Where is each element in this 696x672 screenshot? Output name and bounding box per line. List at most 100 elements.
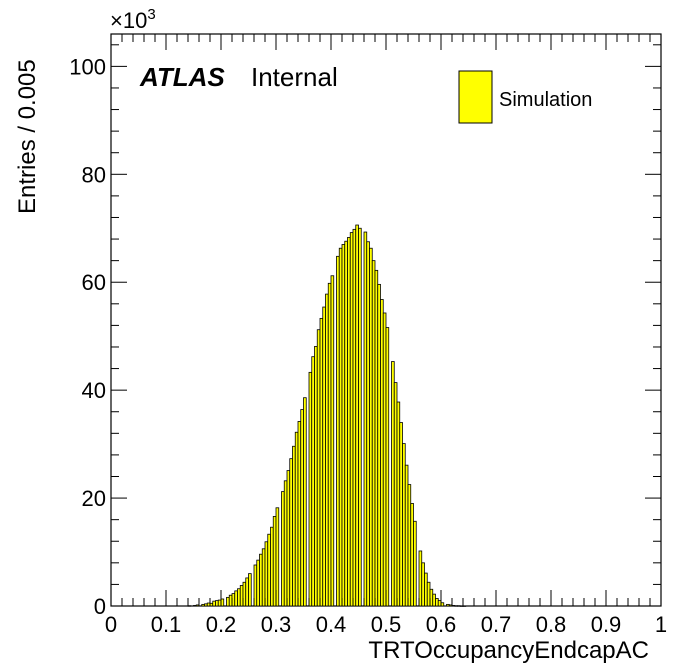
x-tick-label: 0.6 [426, 612, 457, 637]
x-tick-label: 0.9 [591, 612, 622, 637]
histogram-bar [325, 293, 329, 607]
histogram-bar [297, 421, 302, 607]
histogram-bar [446, 603, 450, 607]
histogram-bar [396, 401, 401, 607]
atlas-label: ATLAS [139, 62, 225, 92]
histogram-bar [204, 603, 208, 607]
histogram-bar [259, 553, 263, 607]
histogram-bar [435, 598, 439, 607]
histogram-bar [245, 577, 249, 607]
histogram-bar [391, 361, 395, 607]
x-tick-label: 0.5 [371, 612, 402, 637]
histogram-bar [215, 600, 219, 607]
histogram-bar [256, 559, 260, 607]
x-tick-label: 0.3 [261, 612, 292, 637]
histogram-bar [322, 306, 326, 607]
y-tick-label: 40 [82, 378, 106, 403]
histogram-bar [201, 603, 205, 607]
histogram-bar [349, 232, 354, 607]
y-tick-label: 80 [82, 162, 106, 187]
histogram-bar [385, 327, 390, 607]
histogram-bar [454, 605, 458, 607]
histogram-bar [193, 605, 197, 607]
histogram-bar [303, 397, 307, 607]
x-tick-label: 0.1 [151, 612, 182, 637]
atlas-status: Internal [251, 62, 338, 92]
histogram-bar [413, 520, 417, 607]
histogram-bar [286, 470, 291, 607]
histogram-bar [407, 484, 412, 607]
legend-label-simulation: Simulation [499, 89, 592, 111]
histogram-bar [314, 346, 318, 607]
histogram-bar [237, 588, 241, 607]
x-tick-label: 0 [105, 612, 117, 637]
y-axis-title: Entries / 0.005 [14, 59, 41, 214]
histogram-bar [316, 329, 321, 607]
histogram-bar [424, 572, 428, 607]
histogram-bar [267, 533, 271, 607]
x-tick-label: 0.2 [206, 612, 237, 637]
axis-ticks [110, 34, 662, 607]
x-tick-label: 0.4 [316, 612, 347, 637]
histogram-bar [462, 605, 467, 607]
histogram-bar [300, 409, 304, 607]
y-tick-label: 100 [69, 54, 106, 79]
histogram-bar [294, 431, 299, 607]
legend-swatch-simulation [458, 70, 493, 124]
histogram-bar [281, 491, 285, 607]
x-tick-label: 0.7 [481, 612, 512, 637]
histogram-bar [270, 526, 274, 607]
histogram-bars [187, 224, 467, 607]
histogram-bar [418, 550, 423, 607]
histogram-bar [308, 371, 313, 607]
histogram-bar [380, 299, 384, 607]
y-axis-multiplier: ×103 [110, 6, 156, 33]
histogram-bar [212, 600, 216, 607]
histogram-bar [344, 240, 348, 607]
histogram-bar [341, 244, 346, 607]
histogram-bar [283, 480, 288, 607]
axis-tick-labels: 0 0.1 0.2 0.3 0.4 0.5 0.6 0.7 0.8 0.9 1 0 20 40 60 80 10… [69, 54, 667, 637]
histogram-bar [404, 464, 409, 607]
histogram-bar [261, 548, 266, 607]
x-axis-title: TRTOccupancyEndcapAC [368, 637, 649, 664]
histogram-bar [363, 231, 368, 607]
y-tick-label: 20 [82, 486, 106, 511]
histogram-bar [421, 562, 425, 607]
histogram-bar [319, 317, 324, 607]
histogram-bar [399, 422, 403, 607]
histogram-bar [393, 382, 398, 607]
histogram-bar [366, 241, 370, 607]
y-tick-label: 60 [82, 270, 106, 295]
histogram-bar [347, 237, 351, 607]
legend: Simulation [458, 70, 592, 124]
y-tick-label: 0 [94, 594, 106, 619]
histogram-bar [292, 445, 296, 607]
histogram-bar [234, 590, 238, 607]
histogram-bar [358, 227, 362, 607]
x-tick-label: 1 [655, 612, 667, 637]
histogram-bar [355, 224, 359, 607]
histogram-bar [264, 541, 269, 607]
histogram-bar [371, 260, 376, 607]
histogram-bar [327, 282, 332, 607]
histogram-bar [457, 605, 461, 607]
histogram-bar [410, 503, 414, 607]
histogram-bar [338, 247, 343, 607]
histogram-bar [311, 356, 315, 607]
histogram-bar [377, 283, 381, 607]
histogram-bar [248, 573, 252, 607]
histogram-bar [336, 255, 340, 607]
histogram-bar [226, 596, 230, 607]
histogram-bar [402, 443, 406, 607]
histogram-bar [330, 275, 335, 607]
histogram-bar [432, 593, 436, 607]
histogram-bar [289, 458, 293, 607]
histogram-bar [369, 247, 373, 607]
histogram-bar [275, 507, 280, 607]
x-tick-label: 0.8 [536, 612, 567, 637]
histogram-bar [382, 312, 387, 607]
histogram-bar [352, 228, 357, 607]
histogram-bar [374, 269, 379, 607]
